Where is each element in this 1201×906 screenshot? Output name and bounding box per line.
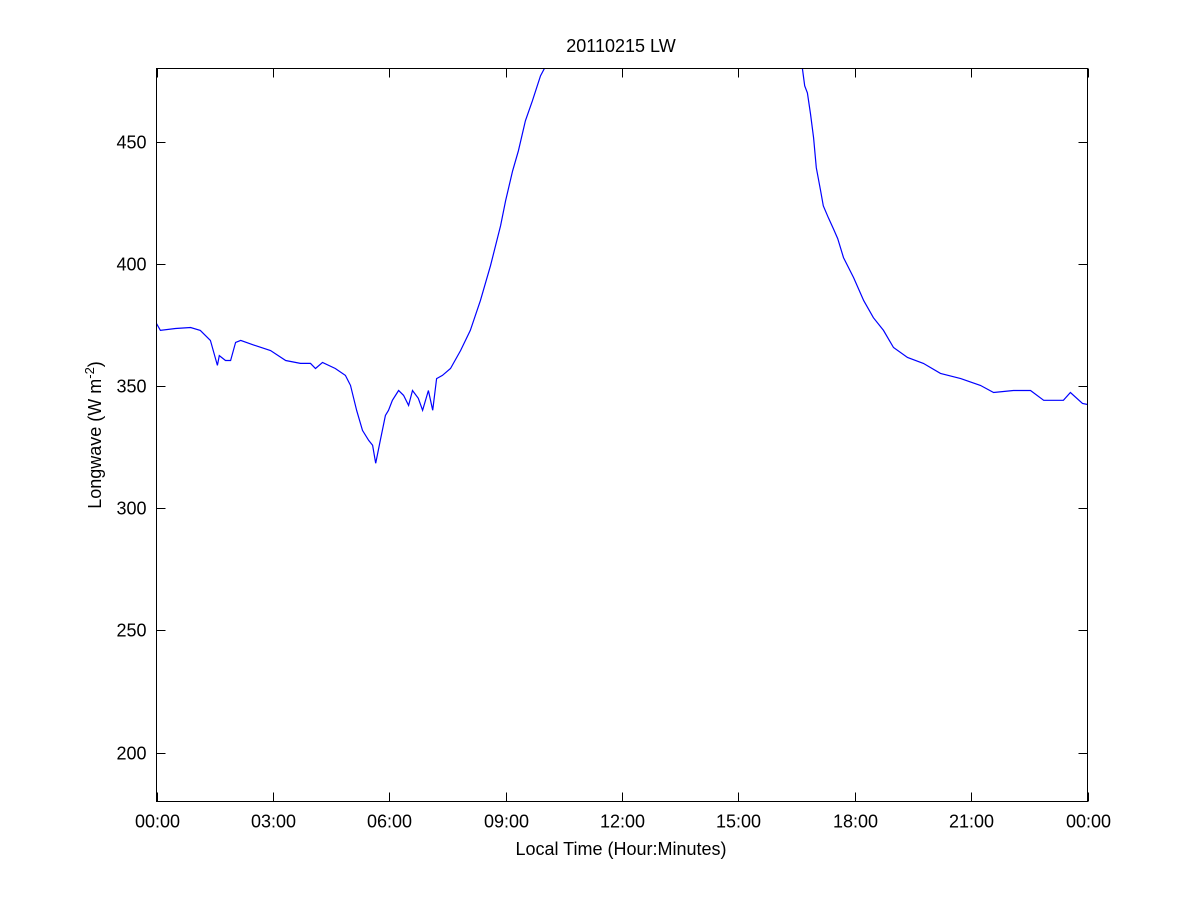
- y-tick-label: 200: [116, 744, 146, 764]
- x-axis-label: Local Time (Hour:Minutes): [515, 839, 726, 859]
- y-tick-label: 450: [116, 133, 146, 153]
- x-tick-label: 03:00: [251, 812, 296, 832]
- x-tick-label: 00:00: [1066, 812, 1111, 832]
- y-axis-label: Longwave (W m-2): [82, 361, 105, 509]
- y-tick-label: 250: [116, 621, 146, 641]
- chart-title: 20110215 LW: [566, 36, 675, 56]
- x-tick-label: 18:00: [833, 812, 878, 832]
- y-tick-label: 300: [116, 499, 146, 519]
- x-tick-label: 06:00: [367, 812, 412, 832]
- x-tick-label: 09:00: [484, 812, 529, 832]
- y-tick-label: 350: [116, 377, 146, 397]
- plot-area: [156, 68, 1087, 801]
- x-tick-label: 00:00: [135, 812, 180, 832]
- x-tick-label: 21:00: [949, 812, 994, 832]
- x-tick-label: 15:00: [716, 812, 761, 832]
- x-tick-label: 12:00: [600, 812, 645, 832]
- longwave-series-line: [156, 68, 1087, 464]
- y-tick-label: 400: [116, 255, 146, 275]
